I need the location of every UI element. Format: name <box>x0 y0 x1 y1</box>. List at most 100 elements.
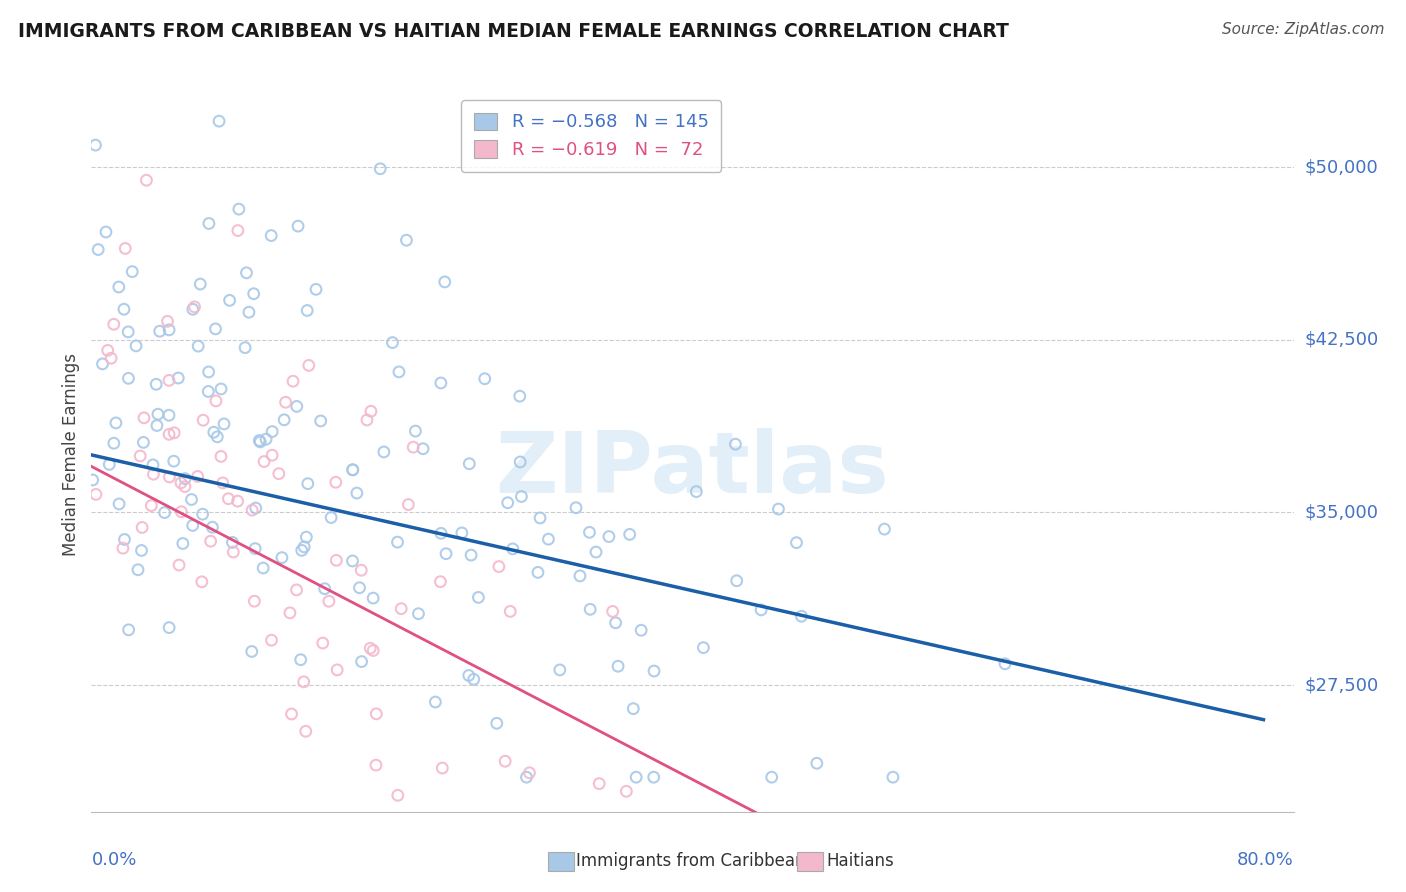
Point <box>579 602 602 616</box>
Point <box>142 467 165 482</box>
Point <box>873 522 896 536</box>
Point <box>519 765 541 780</box>
Point <box>458 457 481 471</box>
Point <box>145 377 167 392</box>
Point <box>527 566 550 580</box>
Point <box>159 470 181 484</box>
Point <box>607 659 630 673</box>
Point <box>749 603 772 617</box>
Point <box>433 275 456 289</box>
Point <box>167 558 190 572</box>
Point <box>167 371 190 385</box>
Point <box>280 706 302 721</box>
Point <box>429 574 451 589</box>
Point <box>129 449 152 463</box>
Point <box>432 761 454 775</box>
Point <box>117 623 139 637</box>
Point <box>141 499 163 513</box>
Point <box>183 300 205 314</box>
Point <box>457 668 479 682</box>
Text: IMMIGRANTS FROM CARIBBEAN VS HAITIAN MEDIAN FEMALE EARNINGS CORRELATION CHART: IMMIGRANTS FROM CARIBBEAN VS HAITIAN MED… <box>18 22 1010 41</box>
Point <box>112 302 135 317</box>
Point <box>602 604 624 618</box>
Point <box>163 425 186 440</box>
Point <box>685 484 707 499</box>
Point <box>404 424 426 438</box>
Point <box>364 758 387 772</box>
Point <box>131 520 153 534</box>
Point <box>94 225 117 239</box>
Point <box>149 324 172 338</box>
Point <box>366 706 388 721</box>
Point <box>434 547 457 561</box>
Point <box>785 535 807 549</box>
Point <box>387 789 409 803</box>
Point <box>252 561 274 575</box>
Point <box>614 784 637 798</box>
Point <box>325 475 347 490</box>
Point <box>191 574 214 589</box>
Point <box>298 359 321 373</box>
Point <box>342 463 364 477</box>
Point <box>287 219 309 233</box>
Point <box>212 417 235 431</box>
Point <box>262 448 284 462</box>
Point <box>156 314 179 328</box>
Point <box>181 518 204 533</box>
Text: $50,000: $50,000 <box>1305 158 1378 177</box>
Point <box>630 624 652 638</box>
Point <box>624 770 647 784</box>
Point <box>314 582 336 596</box>
Point <box>350 655 373 669</box>
Point <box>108 497 131 511</box>
Point <box>368 161 391 176</box>
Text: 0.0%: 0.0% <box>91 851 136 869</box>
Point <box>274 395 297 409</box>
Point <box>342 463 364 477</box>
Point <box>619 527 641 541</box>
Point <box>121 265 143 279</box>
Point <box>187 339 209 353</box>
Point <box>361 643 384 657</box>
Point <box>494 754 516 768</box>
Point <box>450 525 472 540</box>
Point <box>104 416 127 430</box>
Point <box>297 303 319 318</box>
Point <box>292 674 315 689</box>
Point <box>643 664 665 678</box>
Point <box>107 280 129 294</box>
Point <box>373 445 395 459</box>
Point <box>321 510 343 524</box>
Point <box>281 374 304 388</box>
Point <box>350 563 373 577</box>
Point <box>882 770 904 784</box>
Point <box>100 351 122 366</box>
Point <box>290 653 312 667</box>
Point <box>207 430 229 444</box>
Point <box>467 591 489 605</box>
Point <box>267 467 290 481</box>
Point <box>806 756 828 771</box>
Point <box>157 427 180 442</box>
Point <box>621 701 644 715</box>
Point <box>84 138 107 153</box>
Point <box>297 476 319 491</box>
Point <box>217 491 239 506</box>
Point <box>515 770 537 784</box>
Point <box>200 534 222 549</box>
Point <box>188 277 211 291</box>
Point <box>209 450 232 464</box>
Point <box>211 475 233 490</box>
Point <box>243 541 266 556</box>
Point <box>247 434 270 448</box>
Point <box>157 323 180 337</box>
Point <box>82 473 104 487</box>
Point <box>260 228 283 243</box>
Point <box>262 425 284 439</box>
Point <box>163 454 186 468</box>
Point <box>103 436 125 450</box>
Point <box>994 657 1017 671</box>
Point <box>191 507 214 521</box>
Point <box>537 532 560 546</box>
Point <box>204 322 226 336</box>
